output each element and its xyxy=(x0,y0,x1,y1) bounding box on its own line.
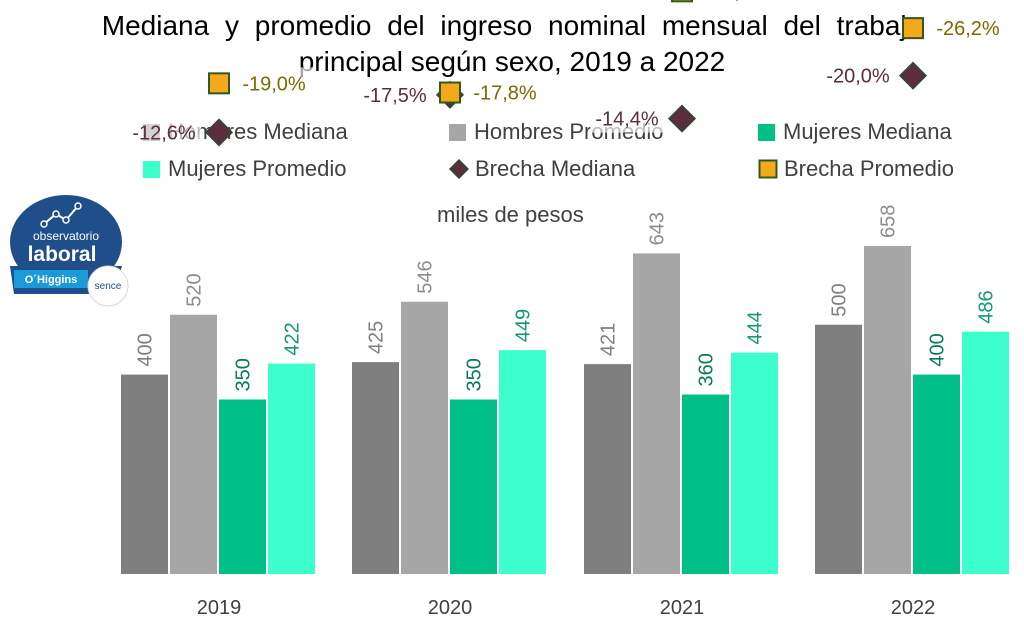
bar xyxy=(219,399,266,574)
gap-mean-label: -19,0% xyxy=(242,73,306,95)
logo-graphic: observatorio laboral O´Higgins sence xyxy=(10,195,129,307)
bar xyxy=(913,374,960,574)
gap-mean-label: -26,2% xyxy=(936,18,1000,40)
bar xyxy=(121,374,168,574)
title-line-1: Mediana y promedio del ingreso nominal m… xyxy=(101,10,923,41)
gap-label-background xyxy=(358,78,432,109)
bar-value-label: 360 xyxy=(696,353,718,386)
bar xyxy=(633,253,680,574)
bar xyxy=(731,352,778,574)
bar-value-label: 520 xyxy=(184,273,206,306)
gap-label-background xyxy=(929,12,1007,45)
gap-mean-label: -17,8% xyxy=(473,83,537,105)
bar-value-label: 400 xyxy=(927,333,949,366)
bar-value-label: 658 xyxy=(878,205,900,238)
bar-value-label: 350 xyxy=(464,358,486,391)
bar xyxy=(268,363,315,574)
gap-label-background xyxy=(821,59,895,90)
gap-median-marker xyxy=(204,118,234,147)
gap-median-label: -12,6% xyxy=(132,122,196,144)
gap-median-label: -20,0% xyxy=(826,66,890,88)
gap-median-label: -17,5% xyxy=(363,85,427,107)
logo-line-2: laboral xyxy=(28,243,97,266)
legend-item-mujeres-promedio: Mujeres Promedio xyxy=(143,156,347,182)
legend: Hombres Mediana Hombres Promedio Mujeres… xyxy=(0,114,1024,194)
x-tick-label: 2022 xyxy=(891,597,936,619)
bar-value-label: 422 xyxy=(282,322,304,355)
bar-value-label: 500 xyxy=(829,283,851,316)
bar xyxy=(584,364,631,574)
gap-label-background xyxy=(590,102,664,133)
bar-value-label: 425 xyxy=(366,321,388,354)
legend-label: Brecha Promedio xyxy=(784,156,954,181)
bar xyxy=(962,331,1009,574)
legend-label: Mujeres Mediana xyxy=(783,119,952,144)
bar-value-label: 546 xyxy=(415,260,437,293)
gap-median-marker xyxy=(667,104,697,133)
bar-value-label: 643 xyxy=(647,212,669,245)
logo-badge: sence xyxy=(95,281,122,292)
bar-value-label: 449 xyxy=(513,309,535,342)
title-line-2: principal según sexo, 2019 a 2022 xyxy=(298,46,726,77)
gap-mean-label: -31,0% xyxy=(705,0,769,3)
bar-value-label: 486 xyxy=(976,290,998,323)
bar xyxy=(352,362,399,574)
x-tick-label: 2019 xyxy=(197,597,242,619)
bar-value-label: 350 xyxy=(233,358,255,391)
gap-median-label: -14,4% xyxy=(595,109,659,131)
gap-label-background xyxy=(127,116,201,147)
gap-mean-marker xyxy=(208,72,230,95)
bar xyxy=(864,245,911,574)
bar xyxy=(815,324,862,574)
legend-label: Brecha Mediana xyxy=(475,156,636,181)
legend-label: Mujeres Promedio xyxy=(168,156,347,181)
legend-item-brecha-mediana: Brecha Mediana xyxy=(449,156,635,182)
gap-mean-marker xyxy=(671,0,693,3)
bar xyxy=(170,314,217,574)
chart-title: Mediana y promedio del ingreso nominal m… xyxy=(0,8,1024,80)
bar xyxy=(499,350,546,574)
gap-label-background xyxy=(466,76,544,109)
gap-median-marker xyxy=(898,61,928,90)
gap-mean-marker xyxy=(439,81,461,104)
legend-swatch xyxy=(758,123,775,141)
gap-label-background xyxy=(698,0,776,8)
gap-label-background xyxy=(235,67,313,100)
logo-region: O´Higgins xyxy=(25,274,78,286)
logo-line-1: observatorio xyxy=(33,229,99,243)
bar xyxy=(682,394,729,574)
bar-value-label: 421 xyxy=(598,323,620,356)
bar xyxy=(401,301,448,574)
observatorio-logo: observatorio laboral O´Higgins sence xyxy=(10,194,130,310)
diamond-marker-icon xyxy=(449,159,469,179)
unit-label: miles de pesos xyxy=(437,202,584,227)
x-tick-label: 2021 xyxy=(660,597,705,619)
bar-value-label: 400 xyxy=(135,333,157,366)
legend-item-brecha-promedio: Brecha Promedio xyxy=(758,156,954,182)
legend-item-mujeres-mediana: Mujeres Mediana xyxy=(758,119,952,145)
x-tick-label: 2020 xyxy=(428,597,473,619)
bar-value-label: 444 xyxy=(745,311,767,344)
gap-mean-marker xyxy=(902,17,924,40)
legend-swatch xyxy=(449,123,466,141)
square-marker-icon xyxy=(758,159,778,179)
bar xyxy=(450,399,497,574)
legend-swatch xyxy=(143,160,160,178)
